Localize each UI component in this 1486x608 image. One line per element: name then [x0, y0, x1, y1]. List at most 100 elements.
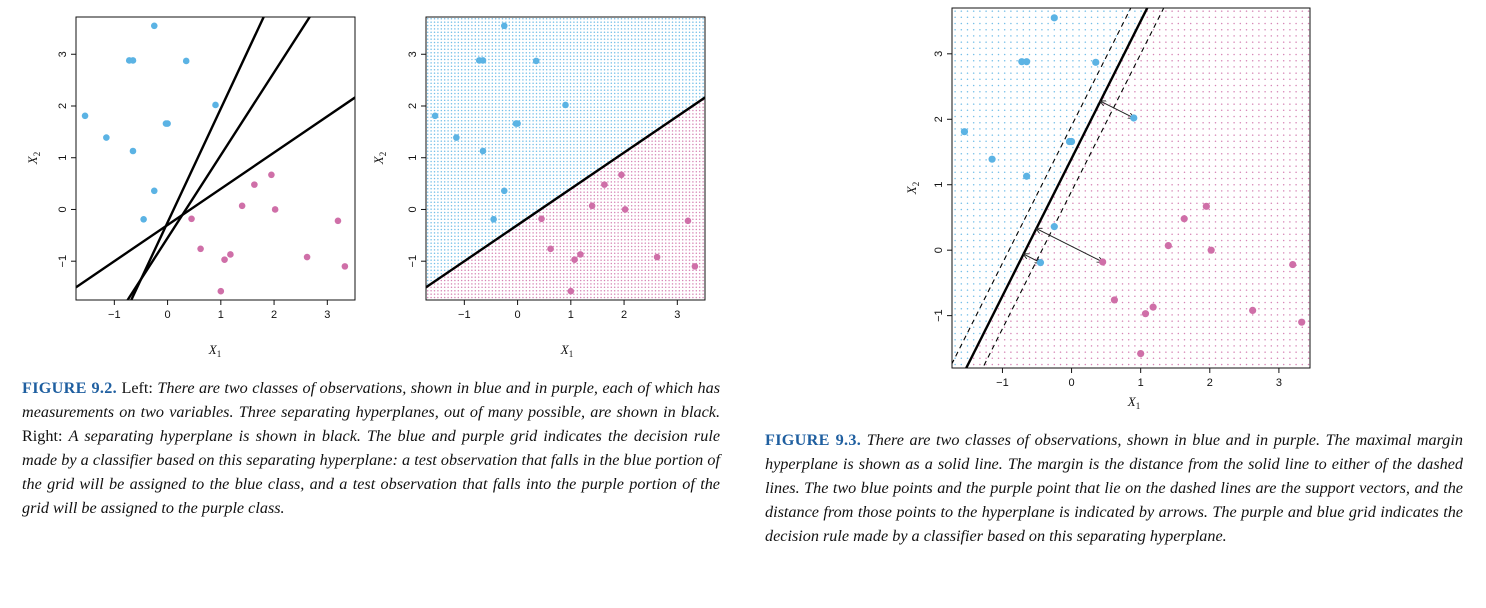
purple-observation-point: [691, 263, 699, 270]
purple-observation-point: [621, 206, 629, 213]
purple-observation-point: [653, 253, 661, 261]
blue-observation-point: [479, 147, 487, 155]
plot-frame: [75, 16, 356, 301]
y-tick-label: 0: [933, 247, 945, 253]
purple-observation-point: [341, 263, 349, 270]
figure-9-3-caption: FIGURE 9.3. There are two classes of obs…: [765, 428, 1463, 548]
purple-observation-point: [303, 253, 311, 261]
blue-observation-point: [1050, 223, 1058, 231]
blue-observation-point: [1018, 58, 1026, 66]
blue-observation-point: [1065, 137, 1074, 146]
blue-observation-point: [81, 112, 89, 120]
x-axis: −1 0 1 2 3: [996, 368, 1282, 389]
purple-observation-point: [1289, 260, 1297, 269]
x-tick-label: 1: [568, 309, 574, 321]
purple-observation-point: [271, 206, 279, 213]
x-tick-label: −1: [108, 309, 121, 321]
blue-observation-point: [475, 57, 483, 64]
data-points: [431, 22, 699, 295]
x-tick-label: 0: [1069, 377, 1075, 389]
hyperplane-lines: [76, 17, 355, 300]
purple-observation-point: [238, 202, 246, 210]
fig92-right-plot: −1 0 1 2 3 −1 0 1 2 3 X1 X2: [371, 16, 706, 359]
blue-observation-point: [103, 134, 110, 141]
x-tick-label: 2: [1207, 377, 1213, 389]
blue-observation-point: [182, 57, 190, 65]
figure-9-2-label: FIGURE 9.2.: [22, 379, 117, 397]
purple-observation-point: [1164, 242, 1172, 250]
purple-observation-point: [334, 217, 342, 225]
blue-observation-point: [1036, 259, 1045, 267]
margin-lines: [952, 8, 1165, 368]
blue-observation-point: [1130, 114, 1138, 122]
y-tick-label: 3: [407, 51, 419, 57]
blue-observation-point: [562, 101, 569, 109]
purple-observation-point: [1298, 318, 1306, 326]
separating-hyperplane-line: [426, 96, 705, 289]
blue-observation-point: [1092, 58, 1100, 66]
y-axis-label: X2: [904, 182, 921, 195]
caption-left-text: There are two classes of observations, s…: [22, 379, 721, 421]
y-tick-label: 2: [933, 116, 945, 122]
decision-grid: [426, 17, 704, 299]
x-tick-label: 2: [271, 309, 277, 321]
purple-observation-point: [1202, 202, 1210, 210]
blue-observation-point: [129, 147, 137, 155]
y-axis: −1 0 1 2 3: [933, 51, 952, 322]
blue-observation-point: [453, 134, 460, 141]
x-tick-label: −1: [996, 377, 1009, 389]
data-points: [960, 14, 1306, 358]
y-tick-label: 0: [407, 206, 419, 212]
purple-observation-point: [684, 217, 692, 225]
purple-observation-point: [217, 287, 225, 295]
hyperplane-line: [426, 96, 705, 289]
fig92-left-plot: −1 0 1 2 3 −1 0 1 2 3 X1 X2: [25, 16, 356, 359]
x-axis-label: X1: [1127, 394, 1140, 411]
y-tick-label: 1: [57, 155, 69, 161]
blue-observation-point: [1050, 14, 1058, 22]
purple-observation-point: [538, 215, 545, 223]
y-tick-label: 2: [407, 103, 419, 109]
y-axis: −1 0 1 2 3: [57, 51, 76, 267]
fig93-plot: −1 0 1 2 3 −1 0 1 2 3 X1 X2: [904, 7, 1311, 411]
plot-frame: [951, 7, 1311, 369]
separating-hyperplane-line: [126, 17, 312, 300]
blue-observation-point: [150, 22, 158, 30]
decision-grid: [954, 10, 1310, 366]
y-tick-label: 3: [933, 51, 945, 57]
x-tick-label: 0: [165, 309, 171, 321]
margin-distance-arrow: [1100, 101, 1133, 118]
purple-observation-point: [221, 256, 228, 263]
x-tick-label: 3: [324, 309, 330, 321]
x-tick-label: 0: [515, 309, 521, 321]
blue-observation-point: [500, 22, 508, 30]
separating-hyperplane-line: [129, 17, 265, 300]
maximal-margin-hyperplane: [964, 8, 1149, 368]
y-tick-label: 2: [57, 103, 69, 109]
purple-observation-point: [197, 245, 204, 253]
blue-observation-point: [212, 101, 219, 109]
y-tick-label: −1: [57, 255, 69, 268]
purple-observation-point: [588, 202, 596, 210]
blue-observation-point: [162, 120, 170, 127]
blue-observation-point: [490, 215, 497, 223]
x-tick-label: 3: [674, 309, 680, 321]
blue-observation-point: [500, 187, 508, 195]
purple-observation-point: [571, 256, 578, 263]
purple-observation-point: [1099, 258, 1107, 266]
caption-right-text: A separating hyperplane is shown in blac…: [22, 427, 721, 517]
x-axis-label: X1: [208, 342, 221, 359]
y-axis-label: X2: [371, 152, 388, 165]
purple-observation-point: [567, 287, 575, 295]
purple-observation-point: [1137, 350, 1145, 358]
y-axis-label: X2: [25, 152, 42, 165]
x-tick-label: 1: [218, 309, 224, 321]
blue-observation-point: [1023, 172, 1031, 180]
plot-frame: [425, 16, 706, 301]
x-axis: −1 0 1 2 3: [458, 300, 680, 321]
purple-observation-point: [188, 215, 195, 223]
x-axis-label: X1: [560, 342, 573, 359]
purple-observation-point: [547, 245, 554, 253]
margin-dashed-line: [952, 8, 1132, 365]
y-tick-label: −1: [933, 309, 945, 322]
